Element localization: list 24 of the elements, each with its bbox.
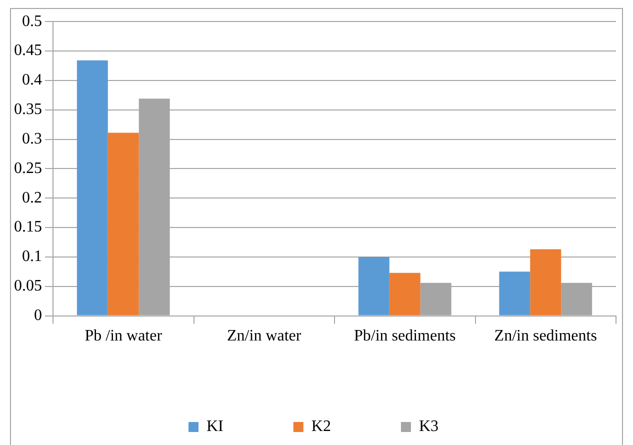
y-tick-label: 0.15 — [14, 218, 42, 236]
bar — [108, 132, 139, 316]
y-tick-label: 0.2 — [22, 189, 42, 206]
bar — [499, 272, 530, 316]
y-tick-label: 0.3 — [22, 130, 42, 148]
y-tick-label: 0.5 — [22, 12, 42, 30]
y-tick-label: 0.35 — [14, 101, 42, 118]
bar — [76, 60, 108, 316]
legend-label: K2 — [311, 418, 331, 436]
bar — [358, 256, 390, 316]
y-tick-label: 0.4 — [22, 72, 42, 89]
x-tick-label: Pb /in water — [84, 328, 163, 345]
y-tick-label: 0.45 — [14, 42, 42, 60]
x-tick-label: Pb/in sediments — [354, 328, 456, 345]
y-tick-label: 0.25 — [14, 160, 42, 177]
y-tick-label: 0 — [34, 307, 42, 324]
y-tick-label: 0.1 — [22, 248, 42, 266]
legend-label: KI — [206, 418, 224, 436]
y-tick-label: 0.05 — [14, 278, 42, 295]
bar — [389, 272, 420, 316]
x-tick-label: Zn/in water — [227, 328, 302, 345]
x-tick-label: Zn/in sediments — [494, 328, 597, 345]
legend-label: K3 — [418, 418, 439, 436]
bar — [530, 249, 562, 316]
